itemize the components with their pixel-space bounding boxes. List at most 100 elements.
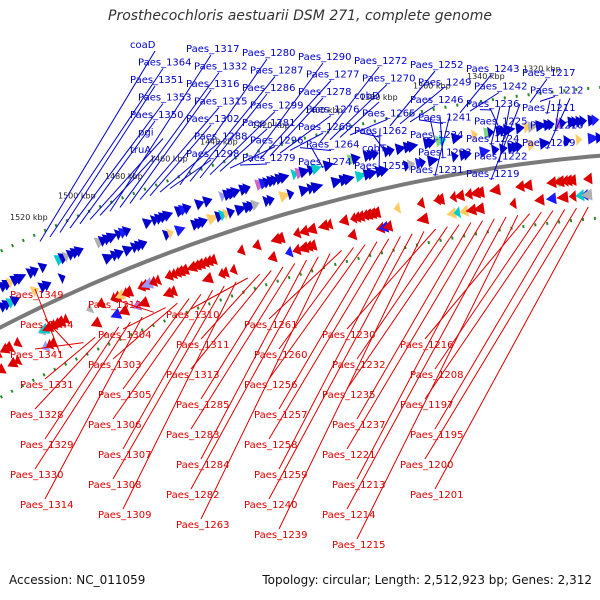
label-connector-line — [89, 138, 164, 220]
forward-feature — [298, 185, 311, 197]
forward-feature — [479, 146, 491, 158]
kbp-tick-label: 1460 kbp — [150, 155, 188, 164]
forward-feature — [547, 118, 555, 131]
gene-label: Paes_1272 — [354, 56, 408, 67]
reverse-feature — [304, 222, 318, 235]
forward-feature — [515, 140, 523, 153]
forward-feature — [29, 266, 39, 278]
label-connector-line — [268, 233, 413, 500]
reverse-feature — [325, 218, 334, 230]
gene-label: Paes_1240 — [244, 500, 298, 511]
label-connector-line — [349, 119, 388, 136]
gene-label: Paes_1246 — [410, 95, 464, 106]
reverse-feature — [137, 296, 151, 308]
gene-label: Paes_1307 — [98, 450, 152, 461]
gene-label: Paes_1350 — [130, 110, 184, 121]
label-connector-line — [159, 142, 220, 193]
label-connector-line — [69, 103, 164, 229]
label-connector-line — [299, 147, 332, 151]
gene-label: Paes_1341 — [10, 350, 64, 361]
ring-inner — [0, 216, 600, 400]
reverse-feature — [416, 196, 426, 209]
reverse-feature — [0, 352, 3, 358]
label-connector-line — [268, 244, 366, 380]
gene-label: Paes_1309 — [98, 510, 152, 521]
reverse-feature — [473, 186, 485, 198]
label-connector-line — [424, 213, 530, 340]
gene-label: Paes_1233 — [418, 148, 472, 159]
gene-label: Paes_1235 — [322, 390, 376, 401]
kbp-tick-label: 1400 kbp — [305, 106, 343, 115]
label-connector-line — [34, 331, 108, 410]
reverse-feature — [42, 321, 55, 332]
forward-feature — [73, 246, 84, 258]
forward-feature — [450, 132, 463, 145]
gene-label: Paes_1302 — [186, 114, 240, 125]
reverse-feature — [509, 197, 517, 210]
reverse-feature — [0, 363, 7, 374]
forward-feature — [342, 173, 355, 186]
reverse-feature — [252, 239, 262, 251]
label-connector-line — [200, 273, 260, 340]
forward-feature — [459, 149, 469, 162]
label-connector-line — [346, 224, 460, 390]
gene-label: Paes_1279 — [242, 153, 296, 164]
gene-label: Paes_1331 — [20, 380, 74, 391]
gene-label: Paes_1216 — [400, 340, 454, 351]
reverse-feature — [14, 354, 23, 366]
label-connector-line — [190, 263, 296, 430]
label-connector-line — [546, 97, 571, 150]
reverse-feature — [583, 172, 593, 185]
gene-label: Paes_1258 — [244, 440, 298, 451]
label-connector-line — [49, 68, 164, 238]
gene-label: Paes_1353 — [138, 93, 192, 104]
forward-feature — [278, 191, 291, 203]
gene-label: Paes_1265 — [362, 109, 416, 120]
forward-feature — [402, 160, 412, 172]
gene-label: Paes_1221 — [322, 450, 376, 461]
gene-label: Paes_1234 — [410, 130, 464, 141]
reverse-feature — [566, 174, 577, 186]
forward-feature — [202, 196, 213, 208]
forward-feature — [394, 143, 406, 156]
label-connector-line — [278, 247, 354, 350]
gene-label: Paes_1329 — [20, 440, 74, 451]
gene-label: Paes_1274 — [298, 157, 352, 168]
forward-feature — [438, 134, 447, 147]
label-connector-line — [268, 238, 390, 440]
gene-label: Paes_1255 — [354, 161, 408, 172]
gene-label: Paes_1252 — [410, 60, 464, 71]
reverse-feature — [568, 190, 577, 202]
forward-feature — [414, 157, 425, 170]
gene-label: Paes_1304 — [98, 330, 152, 341]
label-connector-line — [219, 128, 268, 172]
label-connector-line — [339, 101, 380, 138]
gene-label: Paes_1211 — [522, 103, 576, 114]
accession-text: Accession: NC_011059 — [9, 573, 146, 587]
gene-label: Paes_1215 — [332, 540, 386, 551]
reverse-feature — [355, 210, 366, 222]
label-connector-line — [79, 120, 156, 225]
label-connector-line — [44, 318, 73, 349]
gene-label: Paes_1351 — [130, 75, 184, 86]
reverse-feature — [296, 241, 310, 253]
gene-label: Paes_1242 — [474, 82, 528, 93]
gene-label: Paes_1311 — [176, 340, 230, 351]
label-connector-line — [268, 250, 343, 320]
gene-label: Paes_1281 — [242, 118, 296, 129]
gene-label: Paes_1195 — [410, 430, 464, 441]
gene-label: Paes_1212 — [530, 86, 584, 97]
label-connector-line — [190, 256, 319, 490]
forward-feature — [61, 251, 70, 263]
reverse-feature — [489, 183, 501, 196]
gene-label: Paes_1313 — [166, 370, 220, 381]
reverse-feature — [169, 268, 179, 280]
reverse-feature — [13, 336, 23, 348]
reverse-feature — [580, 188, 593, 201]
reverse-feature — [369, 206, 382, 218]
label-connector-line — [489, 107, 500, 128]
gene-label: Paes_1257 — [254, 410, 308, 421]
reverse-feature — [545, 192, 557, 205]
reverse-feature — [546, 176, 557, 189]
reverse-feature — [90, 316, 103, 328]
